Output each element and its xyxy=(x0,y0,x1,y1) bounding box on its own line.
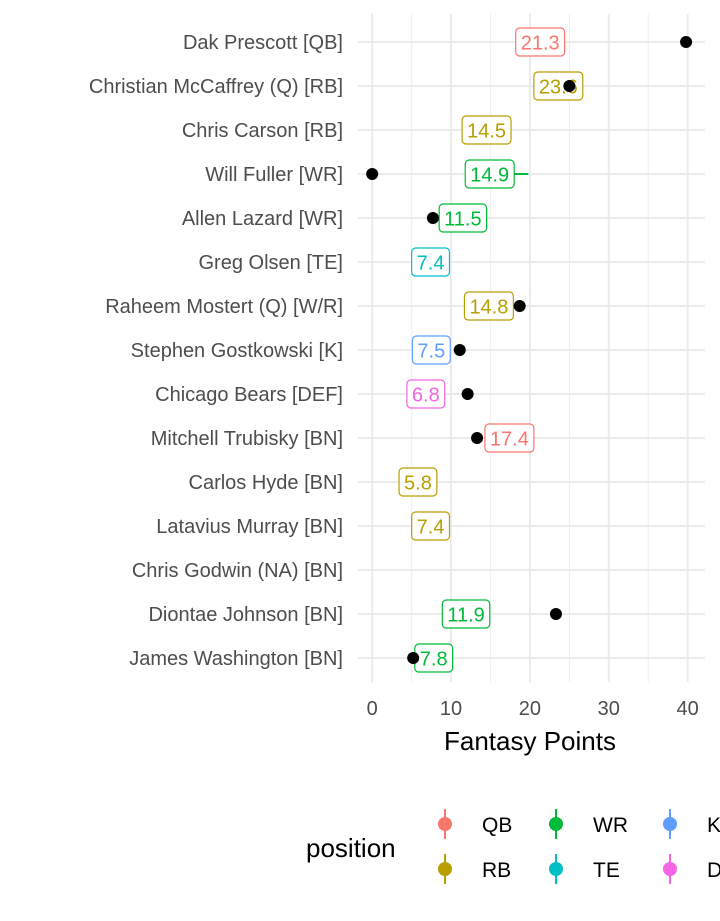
legend-label: WR xyxy=(593,814,628,837)
actual-points-dot xyxy=(461,388,474,400)
legend-entry: TE xyxy=(549,854,620,884)
projection-label-box xyxy=(406,379,446,409)
actual-points-dot xyxy=(366,168,379,180)
projection-label-text: 11.9 xyxy=(447,605,484,627)
projection-label-text: 14.9 xyxy=(470,165,509,187)
projection-label: 5.8 xyxy=(398,467,438,497)
x-tick-label: 20 xyxy=(519,698,541,720)
projection-label: 17.4 xyxy=(484,423,535,453)
player-name-label: James Washington [BN] xyxy=(129,648,343,670)
projection-label-box xyxy=(515,27,566,57)
legend-entry: DEF xyxy=(663,854,720,884)
player-name-label: Chicago Bears [DEF] xyxy=(155,384,343,406)
legend-key-dot xyxy=(549,817,563,831)
projection-label-text: 14.5 xyxy=(467,121,506,143)
projection-label-box xyxy=(461,115,512,145)
actual-points-dot xyxy=(680,36,693,48)
player-name-label: Christian McCaffrey (Q) [RB] xyxy=(89,76,343,98)
projection-label: 7.4 xyxy=(411,511,451,541)
actual-points-dot xyxy=(513,300,526,312)
projection-label-text: 21.3 xyxy=(521,33,560,55)
x-tick-label: 0 xyxy=(367,698,378,720)
data-marks: 21.3 23.6 14.5 14.9 11.5 7.4 14.8 7.5 6.8 17.4 5.8… xyxy=(366,27,693,673)
projection-label: 7.8 xyxy=(414,643,454,673)
projection-label: 14.5 xyxy=(461,115,512,145)
player-name-label: Greg Olsen [TE] xyxy=(199,252,344,274)
player-name-label: Allen Lazard [WR] xyxy=(182,208,343,230)
projection-label-text: 7.4 xyxy=(417,517,445,539)
actual-points-dot xyxy=(471,432,484,444)
legend-entry: K xyxy=(663,809,720,839)
x-tick-label: 30 xyxy=(598,698,620,720)
projection-label-box xyxy=(463,291,514,321)
player-name-label: Will Fuller [WR] xyxy=(205,164,343,186)
legend-entry: QB xyxy=(438,809,512,839)
player-name-label: Mitchell Trubisky [BN] xyxy=(151,428,343,450)
projection-label-box xyxy=(464,159,515,189)
projection-label: 11.5 xyxy=(438,203,488,233)
projection-label-text: 7.5 xyxy=(417,341,445,363)
legend-title: position xyxy=(306,833,396,863)
legend-label: RB xyxy=(482,859,511,882)
projection-label: 7.4 xyxy=(411,247,451,277)
legend-label: QB xyxy=(482,814,512,837)
grid-lines xyxy=(358,14,705,682)
legend-entry: WR xyxy=(549,809,628,839)
actual-points-dot xyxy=(549,608,562,620)
actual-points-dot xyxy=(407,652,420,664)
projection-label: 14.9 xyxy=(464,159,515,189)
projection-label-box xyxy=(411,247,451,277)
projection-label: 11.9 xyxy=(441,599,491,629)
projection-label-text: 17.4 xyxy=(490,429,529,451)
legend-key-dot xyxy=(663,862,677,876)
actual-points-dot xyxy=(453,344,466,356)
x-axis-title: Fantasy Points xyxy=(444,726,616,756)
x-tick-label: 40 xyxy=(677,698,699,720)
legend-label: K xyxy=(707,814,720,837)
projection-label-text: 5.8 xyxy=(404,473,432,495)
projection-label-text: 14.8 xyxy=(469,297,508,319)
actual-points-dot xyxy=(426,212,439,224)
legend-entry: RB xyxy=(438,854,511,884)
projection-label: 7.5 xyxy=(411,335,451,365)
projection-label-box xyxy=(438,203,488,233)
projection-label-text: 6.8 xyxy=(412,385,440,407)
projection-label-text: 7.4 xyxy=(417,253,445,275)
player-name-label: Chris Godwin (NA) [BN] xyxy=(132,560,343,582)
actual-points-dot xyxy=(563,80,576,92)
player-name-label: Stephen Gostkowski [K] xyxy=(131,340,343,362)
projection-label-box xyxy=(533,71,584,101)
player-name-label: Carlos Hyde [BN] xyxy=(189,472,344,494)
player-name-label: Diontae Johnson [BN] xyxy=(148,604,343,626)
legend-key-dot xyxy=(549,862,563,876)
projection-label: 6.8 xyxy=(406,379,446,409)
projection-label-box xyxy=(398,467,438,497)
legend-label: DEF xyxy=(707,859,720,882)
projection-label-box xyxy=(411,335,451,365)
legend-label: TE xyxy=(593,859,620,882)
player-name-label: Chris Carson [RB] xyxy=(182,120,343,142)
player-labels: Dak Prescott [QB] Christian McCaffrey (Q)… xyxy=(89,32,343,670)
legend: position QB RB WR TE K DEF xyxy=(306,809,720,884)
projection-label-box xyxy=(484,423,535,453)
player-name-label: Raheem Mostert (Q) [W/R] xyxy=(105,296,343,318)
legend-key-dot xyxy=(663,817,677,831)
player-name-label: Latavius Murray [BN] xyxy=(156,516,343,538)
projection-label-text: 11.5 xyxy=(444,209,481,231)
projection-label: 21.3 xyxy=(515,27,566,57)
projection-label-box xyxy=(411,511,451,541)
legend-key-dot xyxy=(438,862,452,876)
legend-key-dot xyxy=(438,817,452,831)
projection-label: 23.6 xyxy=(533,71,584,101)
projection-label-box xyxy=(441,599,491,629)
projection-label: 14.8 xyxy=(463,291,514,321)
player-name-label: Dak Prescott [QB] xyxy=(183,32,343,54)
x-axis-ticks: 0 10 20 30 40 xyxy=(367,698,699,720)
projection-label-text: 7.8 xyxy=(420,649,448,671)
x-tick-label: 10 xyxy=(440,698,462,720)
